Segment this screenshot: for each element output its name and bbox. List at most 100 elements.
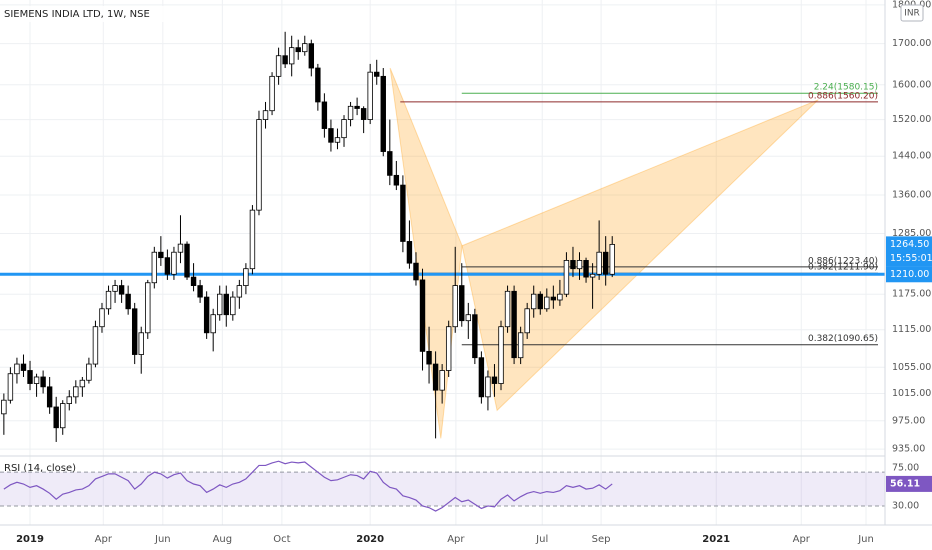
candle-body <box>563 260 570 295</box>
candle-body <box>609 243 615 275</box>
candle-body <box>66 396 72 404</box>
candle-body <box>544 296 550 310</box>
candle-body <box>498 326 504 384</box>
rsi-band <box>0 472 885 506</box>
candle-body <box>190 276 197 286</box>
candle-body <box>7 373 14 401</box>
countdown: 15:55:01 <box>890 253 932 264</box>
rsi-pane: 75.00 30.00 <box>0 460 919 512</box>
rsi-line <box>3 460 613 512</box>
candle-body <box>491 376 498 384</box>
candle-body <box>583 260 589 278</box>
candle-body <box>374 71 380 77</box>
candle-body <box>184 243 190 278</box>
candle-body <box>354 105 360 109</box>
candle-body <box>269 75 275 112</box>
rsi-tick-label: 30.00 <box>892 500 919 511</box>
candle-body <box>256 119 262 211</box>
candle-body <box>406 241 413 264</box>
candle-body <box>576 260 583 270</box>
candle-body <box>131 308 138 355</box>
x-tick-label: Jun <box>154 534 171 545</box>
fib-label: 0.886(1223.40) <box>808 256 878 266</box>
candle-body <box>432 363 439 391</box>
candle-body <box>602 251 609 275</box>
candle-body <box>249 209 256 270</box>
rsi-value-box <box>886 475 932 492</box>
candle-body <box>295 47 301 53</box>
x-tick-label: Jul <box>535 534 548 545</box>
candle-body <box>321 101 328 129</box>
candle-body <box>445 326 452 371</box>
x-tick-label: Apr <box>95 534 113 545</box>
y-tick-label: 1440.00 <box>892 151 931 162</box>
candle-body <box>203 296 210 334</box>
y-tick-label: 1015.00 <box>892 388 931 399</box>
candle-body <box>504 290 511 328</box>
candle-body <box>315 67 321 103</box>
y-tick-label: 1600.00 <box>892 79 931 90</box>
candle-body <box>158 251 164 259</box>
x-tick-label: Sep <box>592 534 611 545</box>
candle-body <box>243 268 249 286</box>
support-price-label: 1210.00 <box>890 269 929 280</box>
candle-body <box>485 376 491 398</box>
candle-body <box>367 71 373 120</box>
candle-body <box>145 282 151 334</box>
candle-body <box>20 363 27 371</box>
x-tick-label: 2019 <box>16 534 44 545</box>
candle-body <box>478 357 485 398</box>
fib-label: 0.382(1090.65) <box>808 334 878 344</box>
currency-box[interactable] <box>900 4 924 22</box>
candle-body <box>79 379 86 388</box>
candle-body <box>347 105 354 120</box>
candle-body <box>210 314 216 334</box>
x-tick-label: Aug <box>213 534 233 545</box>
candle-body <box>400 184 406 242</box>
fib-label: 0.382(1211.90) <box>808 263 878 273</box>
y-tick-label: 935.00 <box>892 444 925 455</box>
fib-label: 2.24(1580.15) <box>814 83 878 93</box>
candle-body <box>197 285 203 298</box>
candle-body <box>92 326 99 365</box>
candle-body <box>341 119 347 139</box>
y-tick-label: 975.00 <box>892 415 925 426</box>
candle-body <box>302 43 308 53</box>
x-tick-label: 2021 <box>702 534 730 545</box>
chart-title: SIEMENS INDIA LTD, 1W, NSE <box>4 9 150 20</box>
currency[interactable]: INR <box>904 9 920 19</box>
x-tick-label: Apr <box>793 534 811 545</box>
candle-body <box>138 332 144 355</box>
candle-body <box>550 296 557 301</box>
candle-body <box>112 285 118 292</box>
y-tick-label: 1175.00 <box>892 289 931 300</box>
candle-body <box>387 151 393 176</box>
candle-body <box>524 308 530 334</box>
last-price-label: 1264.50 <box>890 239 929 250</box>
x-tick-label: Jun <box>857 534 874 545</box>
candle-body <box>472 314 478 359</box>
candle-body <box>99 308 105 328</box>
candle-body <box>439 370 445 391</box>
candle-body <box>334 137 341 143</box>
candle-body <box>465 314 472 322</box>
support-price-box <box>886 266 932 283</box>
x-tick-label: Oct <box>273 534 290 545</box>
candle-body <box>14 363 20 375</box>
candle-body <box>426 350 432 365</box>
x-tick-label: Apr <box>447 534 465 545</box>
candle-body <box>570 260 576 270</box>
candle-body <box>419 279 426 352</box>
candle-body <box>328 128 334 143</box>
candle-body <box>73 386 79 398</box>
candle-body <box>171 251 177 275</box>
y-tick-label: 1115.00 <box>892 324 931 335</box>
candle-body <box>517 332 524 359</box>
candle-body <box>105 290 112 310</box>
last-price-box <box>886 236 932 267</box>
candle-body <box>60 403 66 429</box>
rsi-title: RSI (14, close) <box>4 463 76 474</box>
candle-body <box>360 108 367 120</box>
candle-body <box>459 285 465 322</box>
